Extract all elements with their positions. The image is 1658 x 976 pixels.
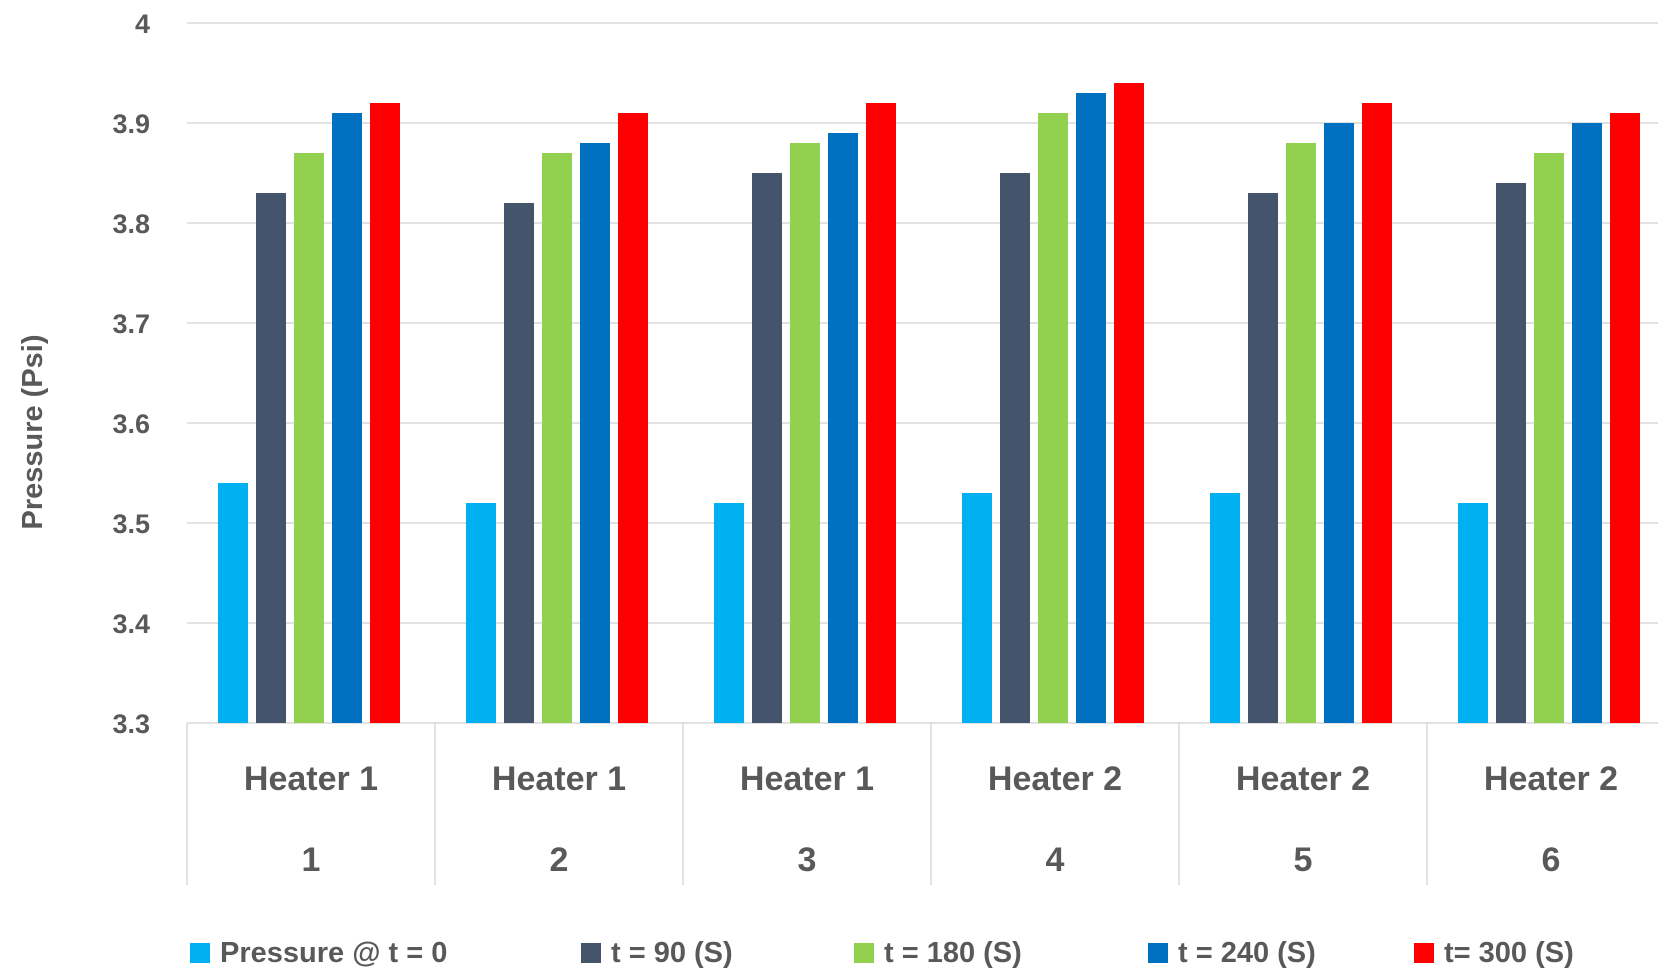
- legend-label: t = 180 (S): [884, 937, 1022, 969]
- legend-label: t = 90 (S): [611, 937, 733, 969]
- x-category-label: 2: [550, 841, 569, 879]
- y-tick-label: 3.9: [112, 109, 150, 139]
- bar: [504, 203, 534, 723]
- x-axis: Heater 1 1 Heater 1 2 Heater 1 3 Heater 2 4 Heat…: [186, 723, 1618, 885]
- legend-label: Pressure @ t = 0: [220, 937, 447, 969]
- bar: [1572, 123, 1602, 723]
- x-category-label: 4: [1046, 841, 1065, 879]
- y-tick-label: 3.3: [112, 709, 150, 739]
- bar: [618, 113, 648, 723]
- y-tick-label: 4: [135, 9, 150, 39]
- x-group-label: Heater 2: [1236, 760, 1370, 798]
- x-category-label: 3: [798, 841, 817, 879]
- bar: [714, 503, 744, 723]
- bar: [1248, 193, 1278, 723]
- bar: [962, 493, 992, 723]
- legend-swatch: [581, 943, 601, 963]
- bar: [1038, 113, 1068, 723]
- x-category-label: 1: [302, 841, 321, 879]
- y-axis-label: Pressure (Psi): [17, 334, 49, 529]
- legend-swatch: [854, 943, 874, 963]
- bar: [580, 143, 610, 723]
- bar: [294, 153, 324, 723]
- legend-swatch: [1414, 943, 1434, 963]
- y-tick-label: 3.6: [112, 409, 150, 439]
- bar: [1210, 493, 1240, 723]
- bar: [1458, 503, 1488, 723]
- legend-label: t= 300 (S): [1444, 937, 1574, 969]
- bar: [1362, 103, 1392, 723]
- legend: Pressure @ t = 0 t = 90 (S) t = 180 (S) t =…: [190, 937, 1574, 969]
- bar: [866, 103, 896, 723]
- bar: [1114, 83, 1144, 723]
- y-tick-label: 3.7: [112, 309, 150, 339]
- bar: [370, 103, 400, 723]
- bar: [466, 503, 496, 723]
- x-group-label: Heater 2: [988, 760, 1122, 798]
- bar: [752, 173, 782, 723]
- bar: [1610, 113, 1640, 723]
- bar: [790, 143, 820, 723]
- bar: [256, 193, 286, 723]
- bars: [218, 83, 1640, 723]
- bar: [1534, 153, 1564, 723]
- bar: [828, 133, 858, 723]
- gridlines: [187, 22, 1658, 724]
- y-axis-tick-labels: 3.3 3.4 3.5 3.6 3.7 3.8 3.9 4: [112, 9, 150, 739]
- x-group-label: Heater 2: [1484, 760, 1618, 798]
- bar: [542, 153, 572, 723]
- x-group-label: Heater 1: [740, 760, 874, 798]
- y-tick-label: 3.4: [112, 609, 150, 639]
- bar: [218, 483, 248, 723]
- y-tick-label: 3.8: [112, 209, 150, 239]
- x-category-label: 5: [1294, 841, 1313, 879]
- legend-swatch: [1148, 943, 1168, 963]
- bar: [332, 113, 362, 723]
- bar: [1076, 93, 1106, 723]
- legend-label: t = 240 (S): [1178, 937, 1316, 969]
- legend-swatch: [190, 943, 210, 963]
- x-group-label: Heater 1: [492, 760, 626, 798]
- bar: [1000, 173, 1030, 723]
- bar: [1286, 143, 1316, 723]
- x-category-label: 6: [1542, 841, 1561, 879]
- x-group-label: Heater 1: [244, 760, 378, 798]
- y-tick-label: 3.5: [112, 509, 150, 539]
- bar: [1496, 183, 1526, 723]
- bar: [1324, 123, 1354, 723]
